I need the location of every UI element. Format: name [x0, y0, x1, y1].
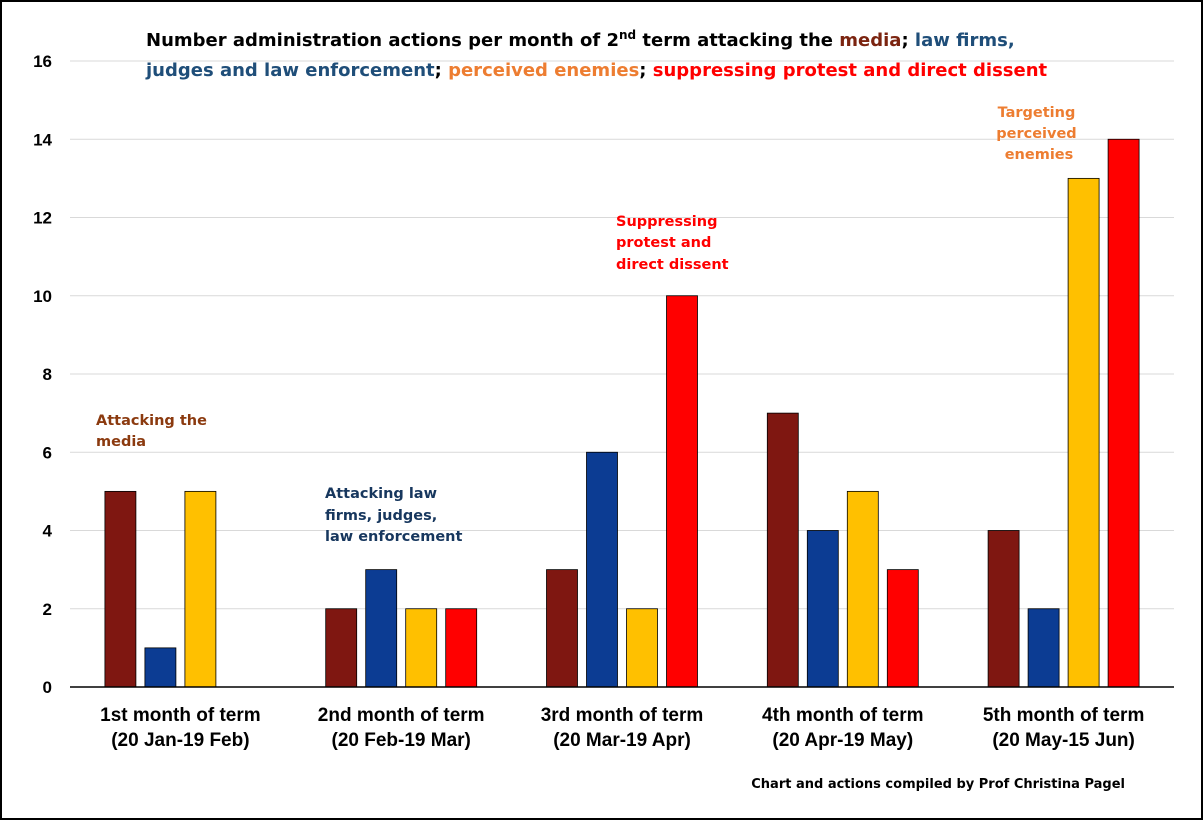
bar-suppressing-month-3 — [666, 295, 698, 688]
x-category-label: 1st month of term (20 Jan-19 Feb) — [100, 705, 260, 751]
annotation-line: enemies — [1005, 147, 1074, 163]
annotation-line: Suppressing — [616, 214, 717, 230]
x-category-line: 5th month of term — [983, 705, 1145, 726]
bar-media-month-5 — [987, 530, 1020, 688]
bar-perceived-month-1 — [184, 490, 217, 688]
x-category-line: (20 May-15 Jun) — [992, 730, 1135, 751]
y-axis-ticks: 0 2 4 6 8 10 12 14 16 — [33, 52, 52, 697]
title-part: nd — [619, 28, 636, 42]
annotation-line: perceived — [996, 126, 1076, 142]
annotation-enemies: Targeting perceived enemies — [996, 105, 1082, 163]
y-tick-label: 10 — [33, 287, 52, 306]
annotation-line: law enforcement — [325, 529, 462, 545]
annotation-line: media — [96, 434, 146, 450]
x-category-line: 1st month of term — [100, 705, 260, 726]
bars — [104, 138, 1140, 688]
x-category-line: 4th month of term — [762, 705, 924, 726]
x-category-line: (20 Feb-19 Mar) — [332, 730, 471, 751]
bar-perceived-month-4 — [846, 490, 879, 688]
annotation-media: Attacking the media — [96, 413, 212, 450]
y-tick-label: 4 — [43, 522, 53, 541]
title-part: suppressing protest and direct dissent — [653, 60, 1048, 81]
bar-media-month-3 — [546, 569, 578, 688]
x-category-line: (20 Mar-19 Apr) — [553, 730, 691, 751]
bar-law-month-5 — [1027, 608, 1060, 688]
chart-title: Number administration actions per month … — [145, 28, 1048, 81]
annotation-line: protest and — [616, 235, 711, 251]
bar-perceived-month-5 — [1067, 177, 1100, 688]
bar-media-month-1 — [104, 490, 137, 688]
bar-media-month-2 — [325, 608, 358, 688]
x-category-line: 2nd month of term — [318, 705, 485, 726]
bar-suppressing-month-4 — [886, 569, 919, 688]
annotation-line: Targeting — [998, 105, 1076, 121]
annotation-line: direct dissent — [616, 257, 729, 273]
y-tick-label: 16 — [33, 52, 52, 71]
y-tick-label: 12 — [33, 209, 52, 228]
bar-suppressing-month-5 — [1107, 138, 1140, 688]
annotation-protest: Suppressing protest and direct dissent — [616, 214, 729, 273]
x-category-label: 2nd month of term (20 Feb-19 Mar) — [318, 705, 485, 751]
x-axis-categories: 1st month of term (20 Jan-19 Feb) 2nd mont… — [100, 705, 1144, 751]
bar-perceived-month-3 — [626, 608, 658, 688]
x-category-label: 3rd month of term (20 Mar-19 Apr) — [541, 705, 704, 751]
gridlines — [70, 60, 1174, 610]
y-tick-label: 14 — [33, 130, 52, 149]
title-part: Number administration actions per month … — [146, 30, 619, 51]
bar-suppressing-month-2 — [445, 608, 478, 688]
title-part: perceived enemies — [448, 60, 639, 81]
title-part: law firms, — [915, 30, 1015, 51]
bar-media-month-4 — [766, 412, 799, 688]
title-part: term attacking the — [636, 30, 839, 51]
title-part: media — [839, 30, 901, 51]
title-part: ; — [435, 60, 448, 81]
annotation-line: Attacking law — [325, 486, 437, 502]
x-category-line: 3rd month of term — [541, 705, 704, 726]
bar-law-month-3 — [586, 451, 618, 688]
bar-law-month-2 — [365, 569, 398, 688]
bar-perceived-month-2 — [405, 608, 438, 688]
bar-law-month-4 — [806, 530, 839, 688]
annotation-law: Attacking law firms, judges, law enforce… — [325, 486, 462, 545]
x-category-line: (20 Apr-19 May) — [772, 730, 913, 751]
chart-credit: Chart and actions compiled by Prof Chris… — [751, 777, 1125, 792]
annotation-line: Attacking the — [96, 413, 207, 429]
title-part: judges and law enforcement — [145, 60, 435, 81]
y-tick-label: 8 — [43, 365, 52, 384]
title-part: ; — [901, 30, 914, 51]
bar-law-month-1 — [144, 647, 177, 688]
title-part: ; — [639, 60, 652, 81]
x-category-label: 5th month of term (20 May-15 Jun) — [983, 705, 1145, 751]
annotation-line: firms, judges, — [325, 508, 437, 524]
y-tick-label: 0 — [43, 678, 52, 697]
x-category-label: 4th month of term (20 Apr-19 May) — [762, 705, 924, 751]
x-category-line: (20 Jan-19 Feb) — [111, 730, 249, 751]
y-tick-label: 2 — [43, 600, 52, 619]
y-tick-label: 6 — [43, 443, 52, 462]
